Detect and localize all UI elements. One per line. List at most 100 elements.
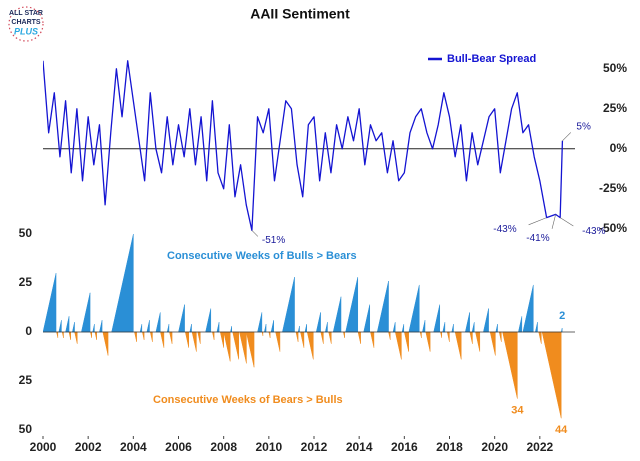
streak <box>304 324 307 333</box>
streak <box>475 331 481 352</box>
streak <box>489 331 496 356</box>
streak <box>149 331 153 342</box>
streak <box>282 277 295 333</box>
streak <box>419 331 422 338</box>
streak <box>300 331 305 348</box>
series-label: Consecutive Weeks of Bears > Bulls <box>153 394 343 406</box>
y-tick-label: -50% <box>599 221 627 235</box>
logo-plus: PLUS <box>14 26 38 36</box>
streak <box>518 316 523 333</box>
streak <box>166 324 170 333</box>
streak <box>422 320 426 333</box>
streak <box>155 312 161 333</box>
y-tick-label: 50% <box>603 61 627 75</box>
streak <box>295 331 299 342</box>
streak <box>219 331 225 348</box>
top-panel <box>43 60 575 232</box>
value-label: 5% <box>576 121 591 132</box>
y-tick-label: 25 <box>19 275 33 289</box>
streak <box>216 322 220 333</box>
streak <box>324 322 328 333</box>
x-tick-label: 2016 <box>391 440 418 454</box>
streak <box>471 322 475 333</box>
streak <box>43 273 57 333</box>
label-leader <box>559 217 574 227</box>
streak <box>142 331 145 340</box>
streak <box>297 326 300 333</box>
streak <box>239 331 247 364</box>
streak <box>81 292 91 333</box>
streak <box>223 331 231 362</box>
value-label: 2 <box>559 310 565 322</box>
streak <box>111 233 134 333</box>
streak <box>522 284 534 333</box>
streak <box>343 331 345 338</box>
streak <box>502 331 518 399</box>
series-label: Consecutive Weeks of Bulls > Bears <box>167 250 357 262</box>
streak <box>446 331 450 342</box>
label-leader <box>528 217 547 226</box>
streak <box>320 331 324 344</box>
streak <box>261 331 264 336</box>
streak <box>370 331 375 348</box>
streak <box>394 331 402 360</box>
streak <box>65 316 70 333</box>
streak <box>401 324 405 333</box>
streak <box>306 331 314 360</box>
label-leader <box>551 214 556 229</box>
x-tick-label: 2010 <box>255 440 282 454</box>
x-tick-label: 2000 <box>30 440 57 454</box>
x-tick-label: 2020 <box>481 440 508 454</box>
x-tick-label: 2004 <box>120 440 147 454</box>
y-tick-label: 25% <box>603 101 627 115</box>
streak <box>275 331 281 352</box>
y-tick-label: 25 <box>19 373 33 387</box>
bottom-panel <box>43 233 575 419</box>
streak <box>538 331 542 344</box>
streak <box>232 331 240 360</box>
value-label: -43% <box>493 224 516 235</box>
streak <box>212 331 215 340</box>
streak <box>328 331 332 344</box>
streak <box>404 331 409 352</box>
streak <box>189 324 192 333</box>
streak <box>56 331 59 338</box>
logo: ALL STAR CHARTS PLUS <box>8 6 44 42</box>
streak <box>257 312 263 333</box>
logo-ring <box>8 6 44 42</box>
streak <box>134 331 137 342</box>
streak <box>483 308 489 333</box>
streak <box>363 304 371 333</box>
streak <box>94 331 97 340</box>
streak <box>139 324 143 333</box>
y-tick-label: 0 <box>25 324 32 338</box>
streak <box>425 331 431 352</box>
value-label: 44 <box>555 424 568 436</box>
streak <box>102 331 109 356</box>
streak <box>388 331 391 340</box>
streak <box>535 322 538 333</box>
chart-title: AAII Sentiment <box>250 6 350 22</box>
streak <box>264 324 267 333</box>
streak <box>160 331 165 348</box>
x-tick-label: 2012 <box>301 440 328 454</box>
y-tick-label: 0% <box>610 141 628 155</box>
streak <box>184 331 189 348</box>
streak <box>560 328 563 333</box>
label-leader <box>251 230 259 237</box>
logo-text: CHARTS <box>11 19 40 26</box>
labels: 50%25%0%-25%-50%Bull-Bear Spread-51%-43%… <box>19 53 628 454</box>
value-label: 34 <box>511 405 524 417</box>
streak <box>469 331 473 344</box>
streak <box>245 331 255 368</box>
value-label: -51% <box>262 235 285 246</box>
value-label: -43% <box>582 226 605 237</box>
x-tick-label: 2018 <box>436 440 463 454</box>
streak <box>92 324 95 333</box>
streak <box>442 322 446 333</box>
streak <box>205 308 212 333</box>
streak <box>99 320 103 333</box>
streak <box>541 331 562 419</box>
x-tick-label: 2002 <box>75 440 102 454</box>
logo-text: ALL STAR <box>9 10 43 17</box>
